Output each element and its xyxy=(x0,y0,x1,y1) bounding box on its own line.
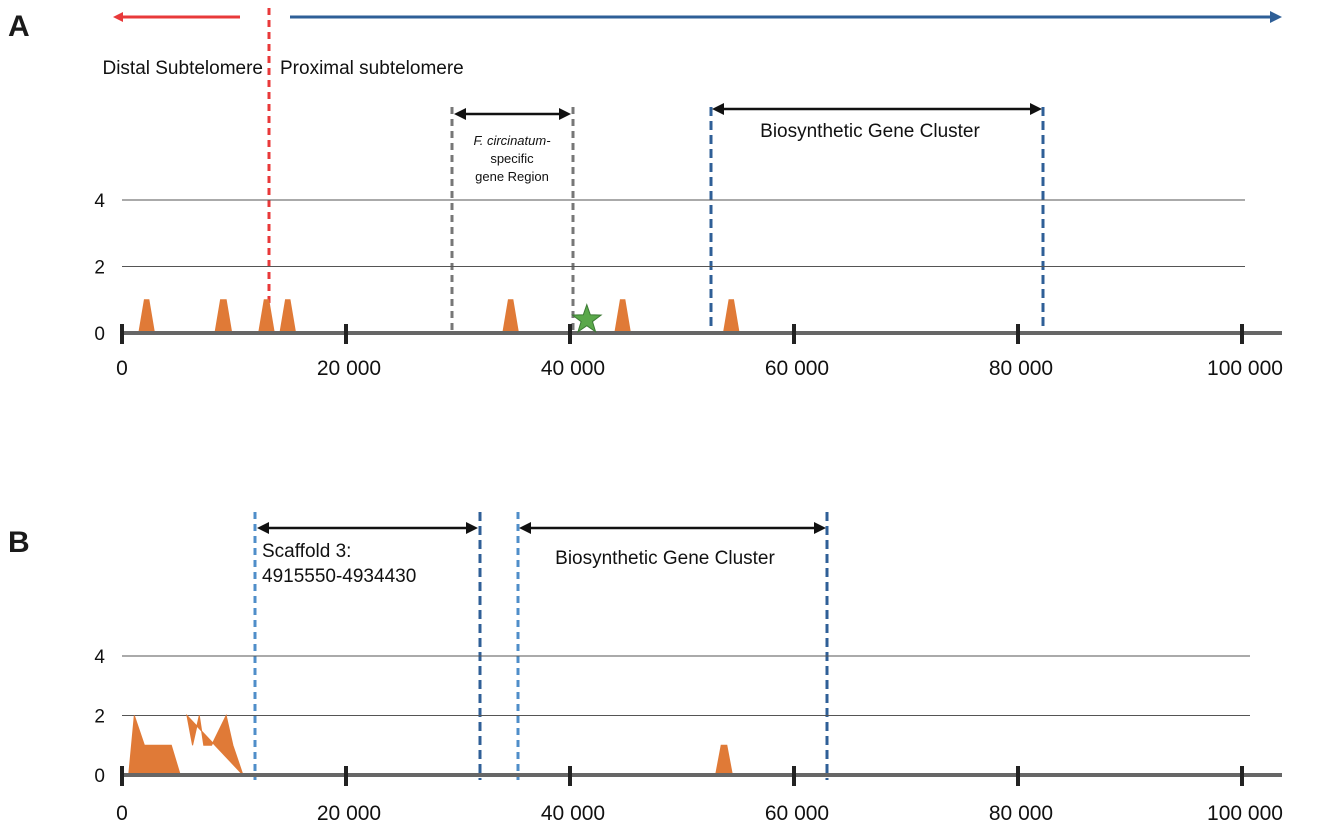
panel-a-xtick-label: 80 000 xyxy=(989,357,1053,380)
panel-b-coverage-peak xyxy=(128,715,181,776)
panel-a-xtick-label: 0 xyxy=(116,357,128,380)
panel-b-ytick-label: 0 xyxy=(94,766,105,787)
panel-b-coverage-peak xyxy=(714,744,734,776)
bgc-b-label: Biosynthetic Gene Cluster xyxy=(555,548,775,569)
scaffold-label-line2: 4915550-4934430 xyxy=(262,566,416,587)
panel-b-xtick-label: 100 000 xyxy=(1207,802,1283,825)
panel-a-ytick-label: 0 xyxy=(94,324,105,345)
scaffold-label-line1: Scaffold 3: xyxy=(262,541,351,562)
panel-b-annotations xyxy=(253,512,829,780)
panel-a-coverage-peak xyxy=(258,299,275,334)
panel-b-coverage-peak xyxy=(186,713,244,776)
panel-label-a: A xyxy=(8,10,30,43)
panel-a-coverage-peak xyxy=(138,299,156,334)
proximal-subtelomere-label: Proximal subtelomere xyxy=(280,58,464,79)
panel-a-annotations xyxy=(450,103,1045,333)
panel-b-xtick-label: 0 xyxy=(116,802,128,825)
panel-b-ytick-label: 2 xyxy=(94,707,105,728)
panel-a-xtick-label: 100 000 xyxy=(1207,357,1283,380)
distal-subtelomere-label: Distal Subtelomere xyxy=(102,58,263,79)
panel-a-ytick-label: 4 xyxy=(94,191,105,212)
panel-label-b: B xyxy=(8,526,30,559)
fc-region-label-line1: specific xyxy=(490,151,534,166)
panel-b-xtick-label: 20 000 xyxy=(317,802,381,825)
bgc-a-label: Biosynthetic Gene Cluster xyxy=(760,121,980,142)
panel-b-xtick-label: 60 000 xyxy=(765,802,829,825)
panel-a-coverage-peak xyxy=(279,299,297,334)
panel-a-coverage-peak xyxy=(214,299,233,334)
fc-region-label-italic: F. circinatum- xyxy=(473,133,551,148)
panel-a-ytick-label: 2 xyxy=(94,258,105,279)
panel-a-coverage-peak xyxy=(722,299,740,334)
star-marker xyxy=(571,303,603,334)
panel-a-coverage-peak xyxy=(614,299,632,334)
panel-a-xtick-label: 40 000 xyxy=(541,357,605,380)
panel-a-region-arrows xyxy=(113,8,1282,333)
panel-b-xtick-label: 40 000 xyxy=(541,802,605,825)
panel-b-ytick-label: 4 xyxy=(94,647,105,668)
panel-a-coverage-peak xyxy=(502,299,520,334)
panel-a-xtick-label: 60 000 xyxy=(765,357,829,380)
fc-region-label-line2: gene Region xyxy=(475,169,549,184)
panel-a-xtick-label: 20 000 xyxy=(317,357,381,380)
panel-b-xtick-label: 80 000 xyxy=(989,802,1053,825)
